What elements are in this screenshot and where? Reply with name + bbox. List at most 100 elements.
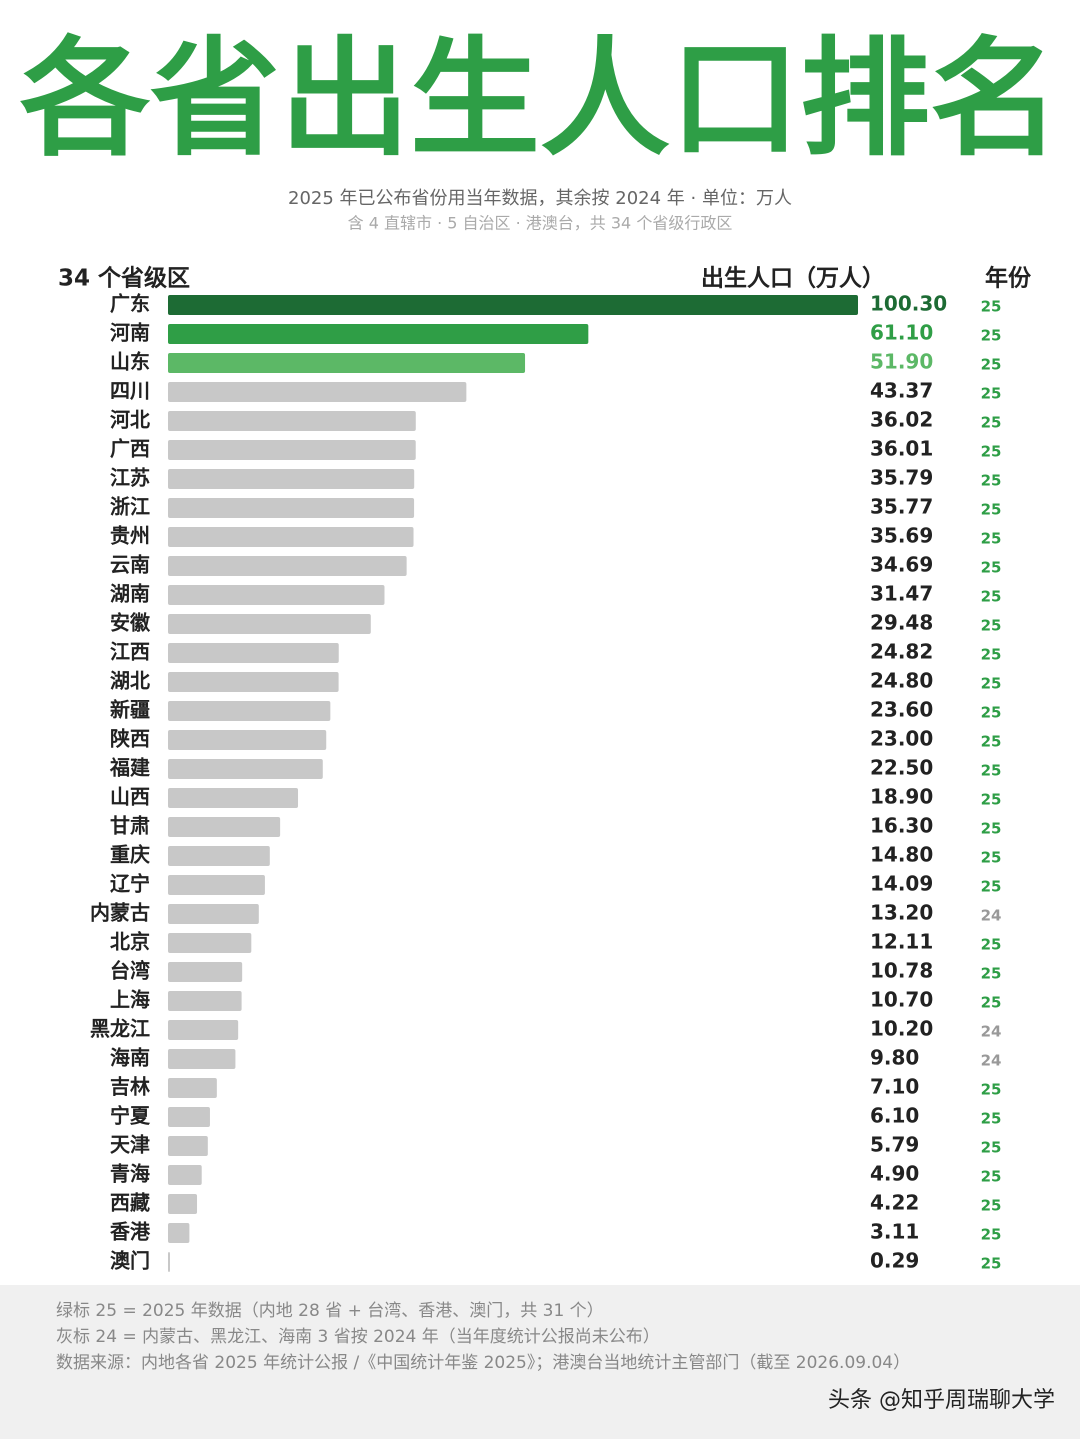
year-label: 25	[981, 501, 1002, 519]
value-label: 23.60	[870, 698, 933, 722]
category-label: 江苏	[110, 466, 150, 490]
year-label: 25	[981, 1139, 1002, 1157]
category-label: 台湾	[110, 959, 150, 983]
bar	[168, 295, 858, 315]
bar	[168, 817, 281, 837]
value-label: 6.10	[870, 1104, 919, 1128]
bar	[168, 1020, 239, 1040]
year-label: 25	[981, 849, 1002, 867]
category-label: 云南	[110, 553, 150, 577]
year-label: 25	[981, 1110, 1002, 1128]
bar	[168, 469, 415, 489]
bar	[168, 701, 331, 721]
year-label: 25	[981, 791, 1002, 809]
year-label: 25	[981, 327, 1002, 345]
column-header: 出生人口（万人）	[701, 265, 885, 292]
year-label: 25	[981, 1226, 1002, 1244]
bar	[168, 788, 299, 808]
value-label: 12.11	[870, 930, 933, 954]
value-label: 4.90	[870, 1162, 919, 1186]
year-label: 25	[981, 675, 1002, 693]
bar	[168, 991, 242, 1011]
value-label: 31.47	[870, 582, 933, 606]
category-label: 湖北	[110, 669, 150, 693]
category-label: 宁夏	[110, 1104, 151, 1128]
bar	[168, 556, 407, 576]
category-label: 广西	[110, 437, 150, 461]
value-label: 9.80	[870, 1046, 919, 1070]
value-label: 100.30	[870, 292, 947, 316]
category-label: 广东	[110, 292, 150, 316]
column-header: 34 个省级区	[58, 265, 190, 292]
bar	[168, 585, 385, 605]
bar	[168, 440, 416, 460]
category-label: 福建	[109, 756, 150, 780]
category-label: 贵州	[110, 524, 150, 548]
category-label: 安徽	[110, 611, 151, 635]
value-label: 4.22	[870, 1191, 919, 1215]
value-label: 13.20	[870, 901, 933, 925]
bar	[168, 1194, 198, 1214]
bar	[168, 904, 259, 924]
category-label: 山东	[110, 350, 150, 374]
year-label: 24	[981, 907, 1002, 925]
value-label: 36.01	[870, 437, 933, 461]
value-label: 18.90	[870, 785, 933, 809]
bar	[168, 1078, 217, 1098]
bar	[168, 846, 270, 866]
value-label: 29.48	[870, 611, 933, 635]
bar	[168, 614, 371, 634]
category-label: 重庆	[110, 843, 150, 867]
year-label: 25	[981, 733, 1002, 751]
year-label: 25	[981, 530, 1002, 548]
category-label: 天津	[110, 1133, 150, 1157]
chart-title: 各省出生人口排名	[20, 25, 1060, 174]
value-label: 10.70	[870, 988, 933, 1012]
note: 数据来源：内地各省 2025 年统计公报 /《中国统计年鉴 2025》；港澳台当…	[56, 1353, 910, 1373]
value-label: 35.79	[870, 466, 933, 490]
value-label: 23.00	[870, 727, 933, 751]
category-label: 吉林	[110, 1075, 150, 1099]
category-label: 香港	[110, 1220, 151, 1244]
bar	[168, 498, 415, 518]
year-label: 25	[981, 559, 1002, 577]
bar	[168, 1107, 210, 1127]
bar	[168, 1223, 190, 1243]
value-label: 22.50	[870, 756, 933, 780]
year-label: 25	[981, 414, 1002, 432]
year-label: 25	[981, 356, 1002, 374]
bar	[168, 730, 327, 750]
value-label: 14.09	[870, 872, 933, 896]
value-label: 0.29	[870, 1249, 919, 1273]
footer-bg	[0, 1285, 1080, 1439]
category-label: 陕西	[110, 727, 150, 751]
bar	[168, 759, 323, 779]
subtitle: 2025 年已公布省份用当年数据，其余按 2024 年 · 单位：万人	[288, 188, 792, 209]
category-label: 浙江	[110, 495, 150, 519]
bar	[168, 1252, 170, 1272]
value-label: 36.02	[870, 408, 933, 432]
value-label: 35.69	[870, 524, 933, 548]
value-label: 43.37	[870, 379, 933, 403]
year-label: 25	[981, 820, 1002, 838]
category-label: 内蒙古	[90, 901, 150, 925]
category-label: 青海	[110, 1162, 150, 1186]
value-label: 7.10	[870, 1075, 919, 1099]
year-label: 24	[981, 1052, 1002, 1070]
year-label: 25	[981, 936, 1002, 954]
value-label: 34.69	[870, 553, 933, 577]
bar	[168, 527, 414, 547]
year-label: 25	[981, 1081, 1002, 1099]
category-label: 澳门	[110, 1249, 150, 1273]
year-label: 25	[981, 1255, 1002, 1273]
value-label: 14.80	[870, 843, 933, 867]
bar	[168, 933, 252, 953]
year-label: 25	[981, 472, 1002, 490]
year-label: 25	[981, 704, 1002, 722]
value-label: 51.90	[870, 350, 933, 374]
value-label: 24.82	[870, 640, 933, 664]
category-label: 北京	[110, 930, 150, 954]
bar	[168, 643, 339, 663]
year-label: 25	[981, 762, 1002, 780]
